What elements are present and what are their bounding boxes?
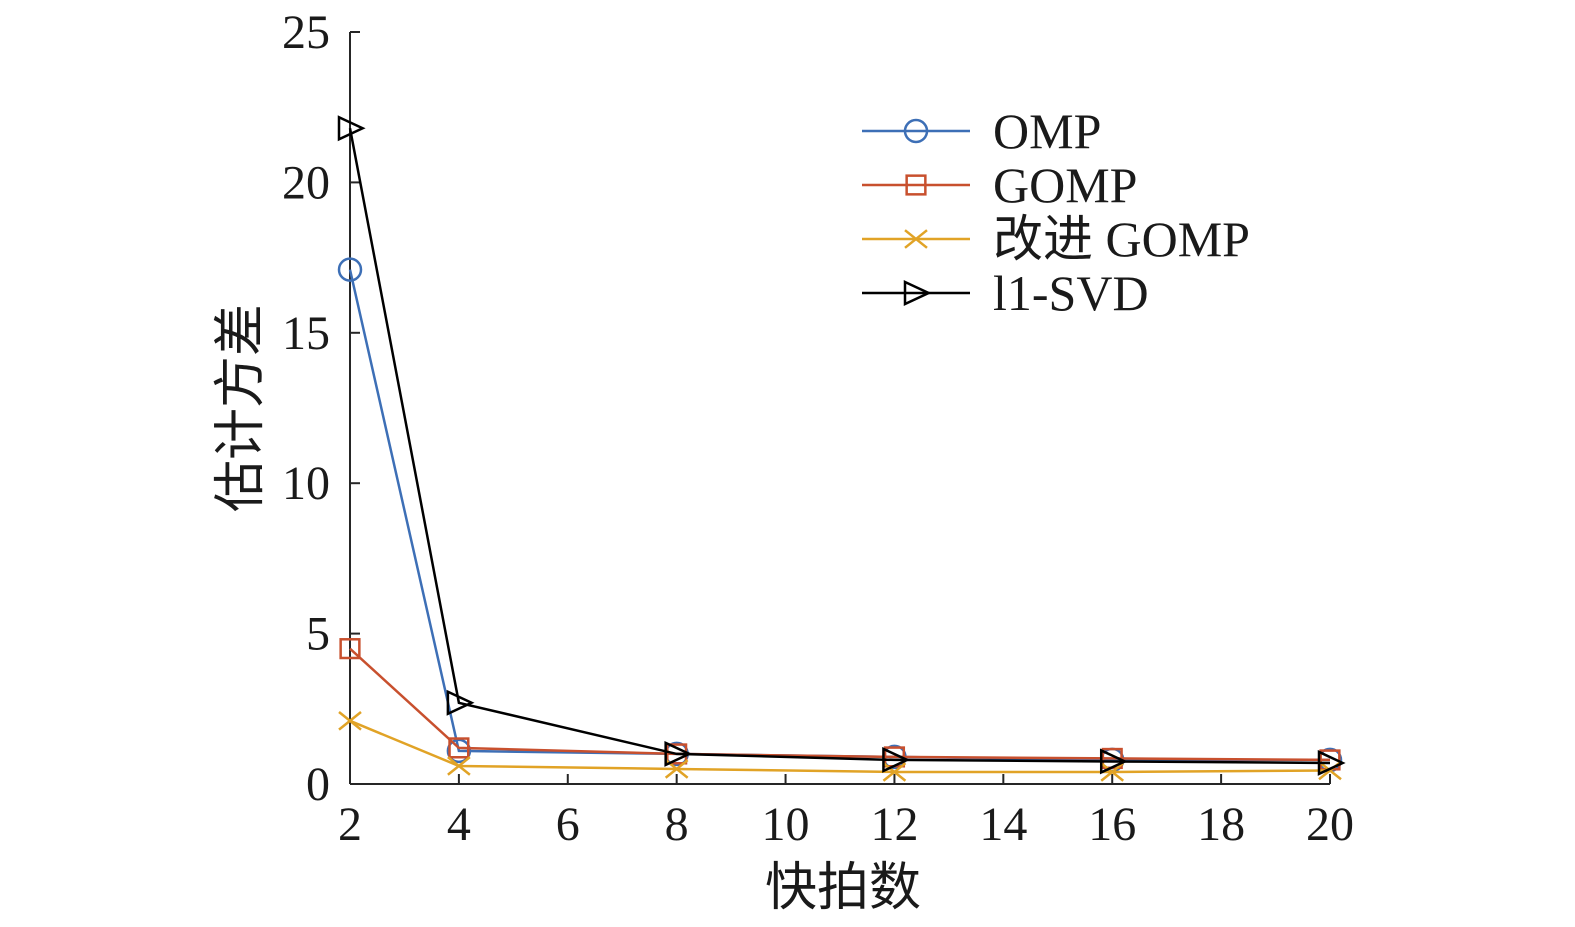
circle-marker-icon	[446, 738, 472, 764]
y-tick-label: 10	[282, 457, 330, 510]
data-point-omp	[446, 738, 472, 764]
series-line-gomp	[349, 719, 1331, 774]
x-tick-label: 4	[447, 798, 471, 851]
legend-label: l1-SVD	[993, 265, 1149, 321]
legend-marker	[905, 174, 927, 196]
triangle-right-marker-icon	[903, 280, 932, 306]
data-point-l1-svd	[1317, 749, 1346, 776]
data-point-l1-svd	[446, 689, 475, 716]
y-axis-label: 估计方差	[213, 304, 270, 512]
legend-marker	[903, 280, 932, 306]
x-marker-stroke	[1100, 762, 1125, 782]
triangle-right-marker-icon	[1099, 748, 1128, 775]
x-marker-stroke	[882, 762, 907, 782]
series-gomp	[338, 711, 1342, 782]
series-omp	[337, 257, 1343, 773]
data-point-gomp	[338, 711, 362, 731]
y-tick-label: 20	[282, 156, 330, 209]
x-marker-stroke	[338, 711, 362, 731]
data-point-gomp	[447, 756, 471, 776]
x-marker-stroke	[664, 759, 689, 779]
series-group	[337, 115, 1346, 782]
series-line-l1-svd	[348, 128, 1331, 765]
x-marker-stroke	[447, 756, 471, 776]
data-point-gomp	[448, 737, 470, 759]
series-l1-svd	[337, 115, 1346, 776]
legend-label: OMP	[993, 103, 1101, 159]
x-tick-label: 8	[665, 798, 689, 851]
axes: 2 4 6 8 10 12 14 16 18 20 0 5 10 15 20 25	[282, 6, 1354, 851]
data-point-l1-svd	[337, 115, 366, 142]
data-point-gomp	[882, 762, 907, 782]
legend-item-gomp: 改进 GOMP	[862, 211, 1250, 267]
series-line-omp	[348, 269, 1330, 762]
x-tick-label: 6	[556, 798, 580, 851]
y-tick-label: 15	[282, 307, 330, 360]
legend-label: 改进 GOMP	[993, 211, 1250, 267]
circle-marker-icon	[337, 257, 363, 282]
triangle-right-marker-icon	[882, 746, 911, 773]
series-line-gomp	[349, 647, 1331, 762]
data-point-l1-svd	[664, 740, 693, 767]
square-marker-icon	[339, 638, 361, 660]
x-tick-label: 16	[1088, 798, 1136, 851]
data-point-gomp	[1100, 762, 1125, 782]
x-tick-label: 14	[979, 798, 1027, 851]
x-tick-label: 18	[1197, 798, 1245, 851]
legend-item-gomp: GOMP	[862, 157, 1137, 213]
y-tick-label: 0	[306, 758, 330, 811]
square-marker-icon	[905, 174, 927, 196]
legend-label: GOMP	[993, 157, 1137, 213]
circle-marker-icon	[903, 118, 929, 144]
x-tick-label: 10	[762, 798, 810, 851]
data-point-gomp	[339, 638, 361, 660]
data-point-l1-svd	[882, 746, 911, 773]
legend-item-l1-svd: l1-SVD	[862, 265, 1149, 321]
triangle-right-marker-icon	[337, 115, 366, 142]
data-point-omp	[337, 257, 363, 282]
data-point-l1-svd	[1099, 748, 1128, 775]
x-axis-label: 快拍数	[765, 860, 921, 917]
y-tick-label: 25	[282, 6, 330, 59]
x-tick-label: 20	[1306, 798, 1354, 851]
x-marker-stroke	[904, 229, 928, 249]
legend-marker	[904, 229, 928, 249]
triangle-right-marker-icon	[446, 689, 475, 716]
series-gomp	[339, 638, 1341, 771]
x-tick-label: 2	[338, 798, 362, 851]
y-tick-label: 5	[306, 608, 330, 661]
triangle-right-marker-icon	[664, 740, 693, 767]
legend-item-omp: OMP	[862, 103, 1101, 159]
triangle-right-marker-icon	[1317, 749, 1346, 776]
square-marker-icon	[448, 737, 470, 759]
legend-marker	[903, 118, 929, 144]
x-tick-label: 12	[870, 798, 918, 851]
